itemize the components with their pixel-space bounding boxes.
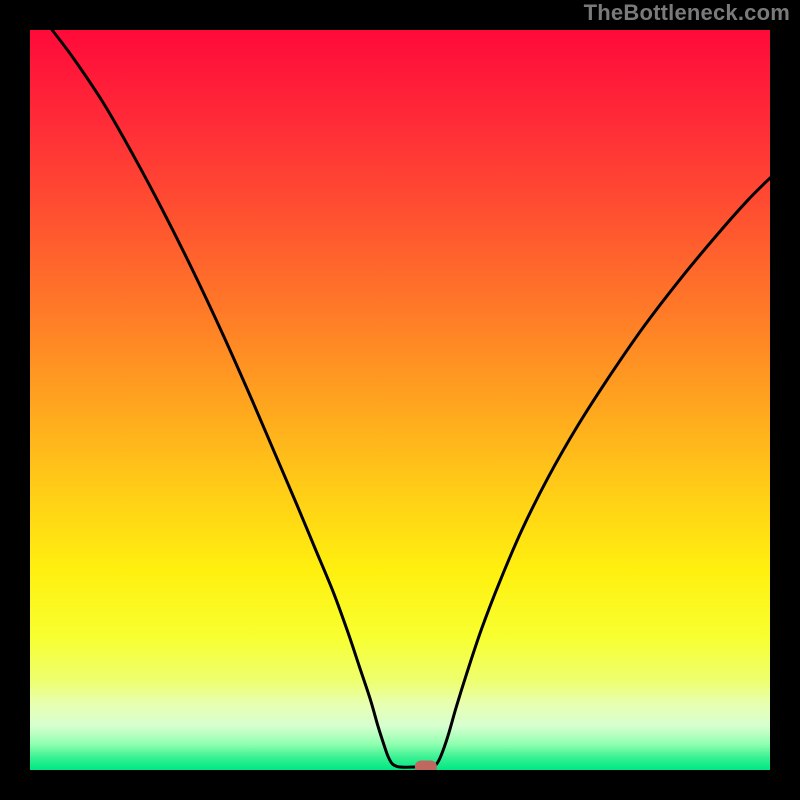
bottleneck-chart xyxy=(0,0,800,800)
watermark-text: TheBottleneck.com xyxy=(584,0,790,26)
plot-gradient-area xyxy=(30,30,770,770)
